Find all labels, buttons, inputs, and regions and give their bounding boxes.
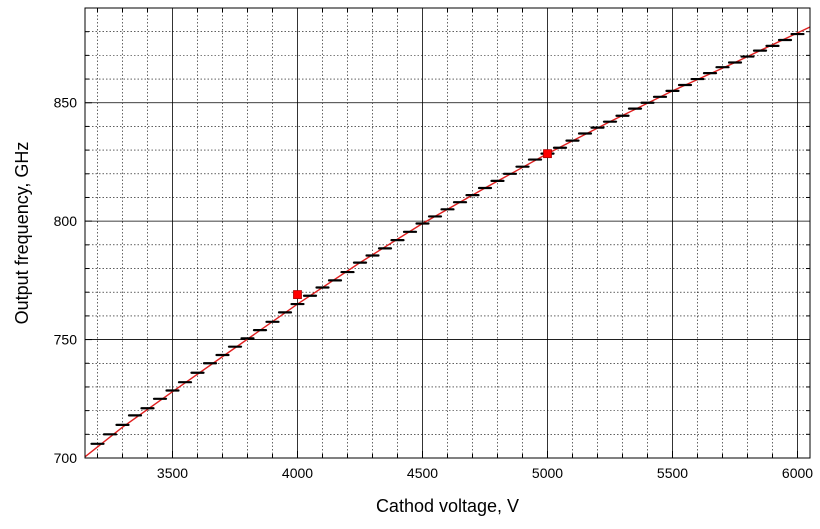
y-axis-label: Output frequency, GHz	[12, 142, 32, 325]
fit-line	[84, 26, 811, 458]
y-tick-label: 850	[54, 95, 78, 111]
y-tick-label: 800	[54, 213, 78, 229]
x-tick-label: 5500	[657, 465, 688, 481]
x-tick-label: 5000	[532, 465, 563, 481]
minor-grid	[85, 7, 810, 458]
axis-ticks	[85, 7, 810, 459]
y-tick-label: 750	[54, 332, 78, 348]
x-tick-label: 4000	[282, 465, 313, 481]
marker-point	[293, 290, 302, 299]
x-tick-label: 6000	[782, 465, 813, 481]
x-axis-label: Cathod voltage, V	[376, 496, 519, 516]
series-layer	[84, 26, 811, 458]
y-tick-label: 700	[54, 450, 78, 466]
x-tick-label: 4500	[407, 465, 438, 481]
x-tick-label: 3500	[157, 465, 188, 481]
tick-labels: 3500 4000 4500 5000 5500 6000 700 750 800 850	[54, 95, 814, 481]
marker-point	[543, 149, 552, 159]
